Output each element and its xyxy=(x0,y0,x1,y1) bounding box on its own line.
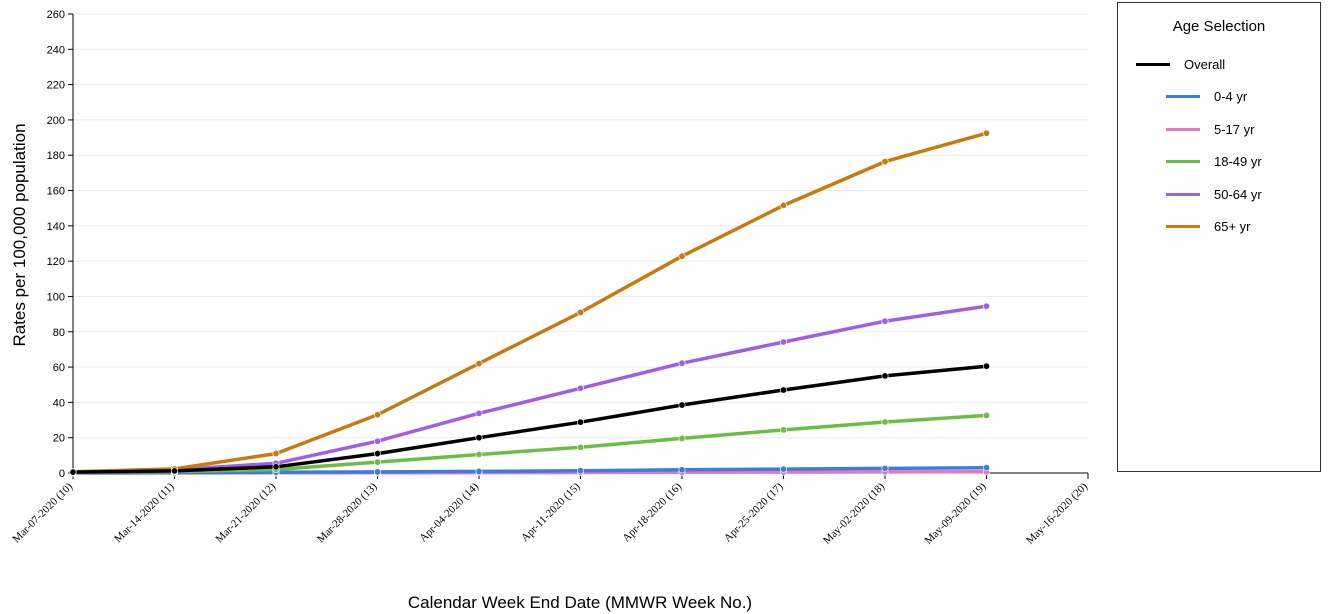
data-point[interactable] xyxy=(779,386,787,394)
series-line-overall xyxy=(71,364,989,474)
data-point[interactable] xyxy=(982,302,990,310)
legend-label: 50-64 yr xyxy=(1214,186,1262,202)
data-point[interactable] xyxy=(779,426,787,434)
data-point[interactable] xyxy=(475,467,483,475)
y-tick-label: 140 xyxy=(47,221,65,233)
series-line-0-4-yr xyxy=(71,465,989,475)
x-tick-label: Mar-28-2020 (13) xyxy=(315,480,380,545)
y-tick-label: 0 xyxy=(59,468,65,480)
legend-item[interactable]: Overall xyxy=(1118,55,1320,75)
y-tick-label: 200 xyxy=(47,115,65,127)
data-point[interactable] xyxy=(171,467,179,475)
x-tick-label: Apr-18-2020 (16) xyxy=(620,480,684,544)
data-point[interactable] xyxy=(881,464,889,472)
data-point[interactable] xyxy=(576,308,584,316)
x-tick-label: Mar-07-2020 (10) xyxy=(10,480,75,545)
data-point[interactable] xyxy=(678,466,686,474)
x-tick-label: May-02-2020 (18) xyxy=(821,480,887,546)
data-point[interactable] xyxy=(779,465,787,473)
data-point[interactable] xyxy=(373,450,381,458)
series-line-50-64-yr xyxy=(71,304,989,474)
data-point[interactable] xyxy=(982,464,990,472)
x-tick-label: Apr-11-2020 (15) xyxy=(519,480,583,544)
y-tick-label: 120 xyxy=(47,256,65,268)
data-point[interactable] xyxy=(576,467,584,475)
data-point[interactable] xyxy=(576,443,584,451)
legend-item[interactable]: 18-49 yr xyxy=(1118,152,1320,172)
legend-swatch xyxy=(1136,63,1170,66)
x-tick-label: May-09-2020 (19) xyxy=(922,480,988,546)
data-point[interactable] xyxy=(881,372,889,380)
x-tick-label: Apr-04-2020 (14) xyxy=(417,480,481,544)
x-tick-label: Mar-21-2020 (12) xyxy=(213,480,278,545)
data-point[interactable] xyxy=(475,409,483,417)
y-tick-label: 160 xyxy=(47,186,65,198)
data-point[interactable] xyxy=(373,468,381,476)
legend-item[interactable]: 5-17 yr xyxy=(1118,120,1320,140)
x-axis-title: Calendar Week End Date (MMWR Week No.) xyxy=(408,593,752,612)
line-chart: 0 20 40 60 80 100 120 140 160 180 200 220 240 260 Mar… xyxy=(10,9,1090,612)
data-point[interactable] xyxy=(373,411,381,419)
data-point[interactable] xyxy=(373,437,381,445)
legend-swatch xyxy=(1166,192,1200,196)
legend: Age Selection Overall 0-4 yr 5-17 yr 18-49 … xyxy=(1117,2,1321,472)
y-tick-label: 80 xyxy=(53,327,65,339)
series-line-65-yr xyxy=(71,131,989,474)
legend-label: Overall xyxy=(1184,57,1226,72)
legend-swatch xyxy=(1166,225,1200,228)
data-point[interactable] xyxy=(373,458,381,466)
legend-label: 18-49 yr xyxy=(1214,154,1262,169)
gridlines xyxy=(73,13,1088,474)
data-point[interactable] xyxy=(982,362,990,370)
series-lines xyxy=(71,131,989,475)
data-point[interactable] xyxy=(982,411,990,419)
y-tick-label: 260 xyxy=(47,9,65,21)
data-point[interactable] xyxy=(678,359,686,367)
data-point[interactable] xyxy=(272,450,280,458)
data-point[interactable] xyxy=(576,418,584,426)
legend-item[interactable]: 50-64 yr xyxy=(1118,185,1320,205)
y-tick-label: 180 xyxy=(47,150,65,162)
y-tick-label: 60 xyxy=(53,362,65,374)
legend-item[interactable]: 0-4 yr xyxy=(1118,87,1320,107)
data-point[interactable] xyxy=(678,401,686,409)
y-axis-title: Rates per 100,000 population xyxy=(10,123,29,346)
data-point[interactable] xyxy=(678,252,686,260)
data-point[interactable] xyxy=(475,450,483,458)
legend-swatch xyxy=(1166,160,1200,163)
legend-label: 65+ yr xyxy=(1214,219,1251,234)
y-tick-label: 20 xyxy=(53,433,65,445)
data-point[interactable] xyxy=(881,158,889,166)
legend-swatch xyxy=(1166,95,1200,98)
legend-label: 5-17 yr xyxy=(1214,121,1255,137)
y-tick-label: 40 xyxy=(53,397,65,409)
legend-swatch xyxy=(1166,127,1200,131)
data-point[interactable] xyxy=(576,384,584,392)
data-point[interactable] xyxy=(272,463,280,471)
data-point[interactable] xyxy=(678,434,686,442)
y-tick-label: 100 xyxy=(47,291,65,303)
legend-label: 0-4 yr xyxy=(1214,89,1248,104)
data-point[interactable] xyxy=(779,338,787,346)
x-tick-label: Apr-25-2020 (17) xyxy=(722,480,786,544)
y-axis: 0 20 40 60 80 100 120 140 160 180 200 220 240 260 xyxy=(47,9,74,480)
x-tick-label: May-16-2020 (20) xyxy=(1024,480,1090,546)
data-point[interactable] xyxy=(881,418,889,426)
y-tick-label: 240 xyxy=(47,44,65,56)
data-point[interactable] xyxy=(881,317,889,325)
legend-item[interactable]: 65+ yr xyxy=(1118,217,1320,237)
legend-title: Age Selection xyxy=(1172,18,1266,35)
data-point[interactable] xyxy=(475,434,483,442)
data-point[interactable] xyxy=(779,201,787,209)
y-tick-label: 220 xyxy=(47,80,65,92)
series-points xyxy=(69,129,990,477)
data-point[interactable] xyxy=(69,468,77,476)
data-point[interactable] xyxy=(475,360,483,368)
x-axis: Mar-07-2020 (10) Mar-14-2020 (11) Mar-21-2… xyxy=(10,472,1090,547)
x-tick-label: Mar-14-2020 (11) xyxy=(112,480,177,545)
data-point[interactable] xyxy=(982,129,990,137)
